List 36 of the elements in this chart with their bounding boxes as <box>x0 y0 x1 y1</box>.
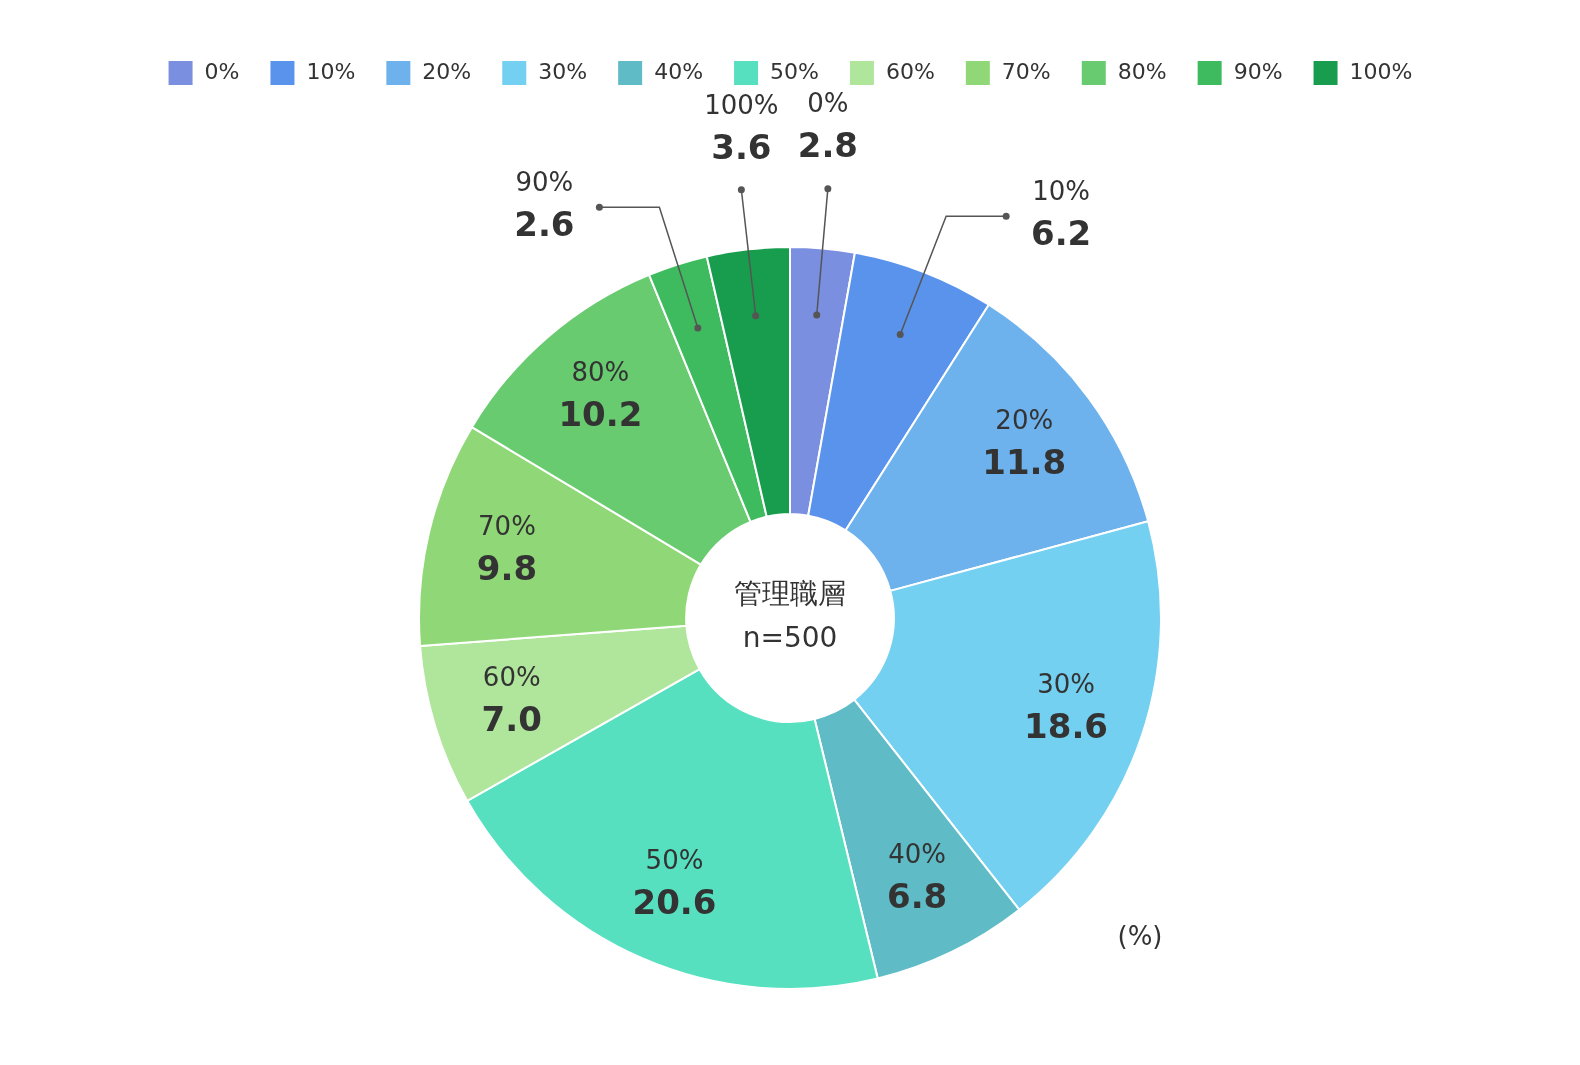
slice-label: 40% <box>888 839 947 870</box>
legend-label: 100% <box>1349 58 1413 84</box>
slice-label: 100% <box>704 89 779 120</box>
slice-label: 30% <box>1037 669 1095 700</box>
legend-label: 20% <box>422 58 472 84</box>
data-label: 18.6 <box>1024 706 1108 747</box>
slice-label: 20% <box>995 405 1054 436</box>
text: (%) <box>1117 920 1163 951</box>
slice-label: 10% <box>1032 176 1091 207</box>
slice-label: 90% <box>515 167 574 198</box>
data-label: 2.6 <box>514 204 575 245</box>
text: n=500 <box>742 621 838 655</box>
data-label: 3.6 <box>711 126 772 167</box>
slice-label: 70% <box>478 510 536 541</box>
data-label: 6.2 <box>1031 213 1092 254</box>
legend-label: 50% <box>770 58 819 84</box>
data-label: 6.8 <box>887 876 948 917</box>
text: 管理職層 <box>734 577 846 611</box>
slice-label: 60% <box>482 662 541 693</box>
slice-label: 50% <box>645 844 704 875</box>
legend-label: 10% <box>306 58 356 84</box>
legend-label: 30% <box>538 58 588 84</box>
slice-label: 80% <box>571 357 630 388</box>
legend-label: 60% <box>885 58 935 84</box>
slice-label: 0% <box>807 88 849 119</box>
legend-label: 40% <box>654 58 704 84</box>
data-label: 7.0 <box>481 699 542 740</box>
legend-label: 80% <box>1117 58 1167 84</box>
data-label: 20.6 <box>632 881 717 922</box>
data-label: 11.8 <box>982 442 1067 483</box>
data-label: 2.8 <box>797 125 858 166</box>
data-label: 9.8 <box>476 547 538 588</box>
legend-label: 90% <box>1233 58 1283 84</box>
data-label: 10.2 <box>558 394 643 435</box>
legend-label: 0% <box>204 58 240 84</box>
legend-label: 70% <box>1001 58 1051 84</box>
